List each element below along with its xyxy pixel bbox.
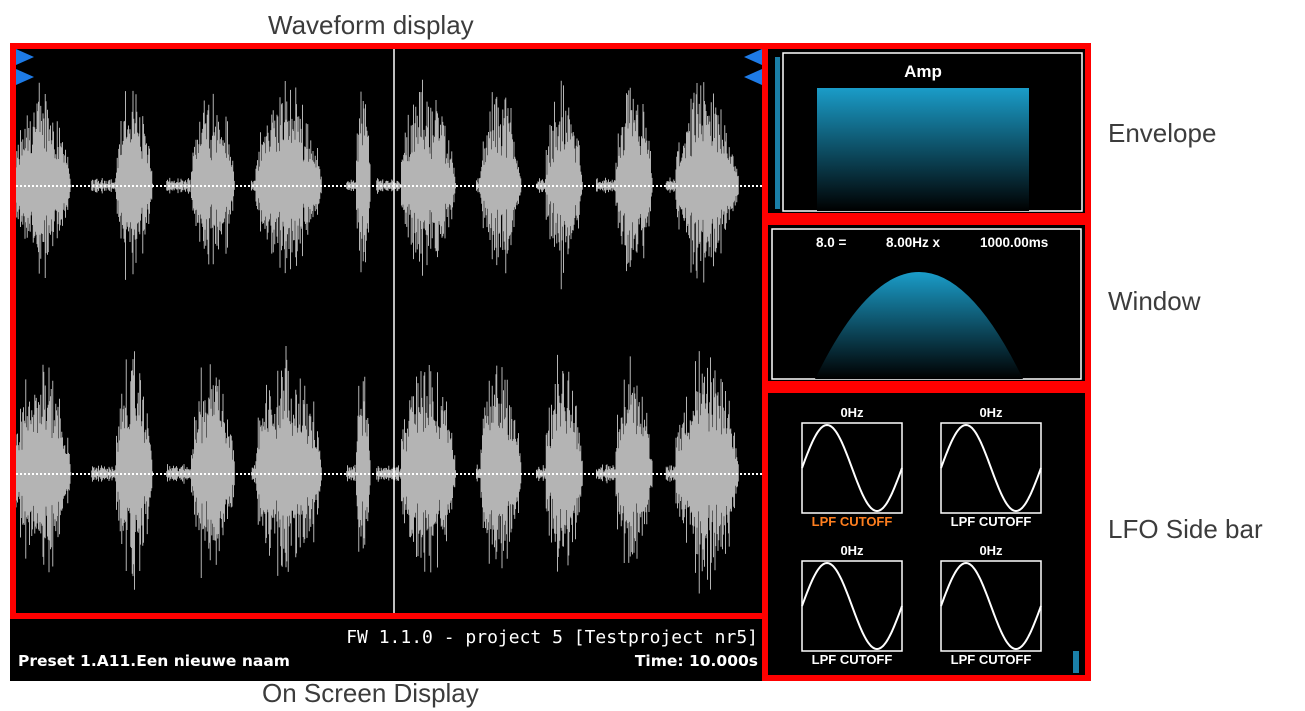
on-screen-display-annotation: On Screen Display: [262, 678, 479, 708]
lfo-highlight-box: [762, 387, 1091, 681]
time-readout: Time: 10.000s: [634, 652, 758, 670]
lfo-4-target: LPF CUTOFF: [951, 652, 1032, 667]
window-annotation: Window: [1108, 286, 1201, 316]
lfo-3[interactable]: 0Hz LPF CUTOFF: [801, 543, 903, 667]
envelope-highlight-box: [762, 43, 1091, 219]
waveform-display[interactable]: [15, 49, 762, 613]
window-frequency: 8.00Hz x: [886, 235, 941, 250]
envelope-scroll-indicator: [775, 57, 780, 209]
waveform-highlight-box: [10, 43, 768, 619]
lfo-1-target: LPF CUTOFF: [812, 514, 893, 529]
envelope-panel[interactable]: Amp: [768, 49, 1085, 213]
window-duration: 1000.00ms: [980, 235, 1048, 250]
lfo-1-rate: 0Hz: [840, 405, 864, 420]
lfo-3-waveform: [801, 561, 903, 651]
loop-start-marker-icon[interactable]: [16, 49, 34, 85]
window-svg: 8.0 = 8.00Hz x 1000.00ms: [771, 228, 1082, 380]
envelope-annotation: Envelope: [1108, 118, 1217, 148]
lfo-4-rate: 0Hz: [979, 543, 1003, 558]
lfo-side-bar-annotation: LFO Side bar: [1108, 514, 1263, 544]
amp-envelope-shape: [817, 88, 1029, 211]
lfo-svg: 0Hz LPF CUTOFF 0Hz LPF CUTOFF 0Hz LPF CU…: [801, 405, 1079, 673]
window-panel[interactable]: 8.0 = 8.00Hz x 1000.00ms: [768, 225, 1085, 381]
firmware-project-line: FW 1.1.0 - project 5 [Testproject nr5]: [346, 627, 758, 648]
waveform-display-annotation: Waveform display: [268, 10, 474, 40]
waveform-svg: [15, 49, 762, 613]
device-screen: FW 1.1.0 - project 5 [Testproject nr5] P…: [10, 43, 1091, 681]
lfo-2[interactable]: 0Hz LPF CUTOFF: [940, 405, 1042, 529]
lfo-3-rate: 0Hz: [840, 543, 864, 558]
lfo-1-waveform: [801, 423, 903, 513]
envelope-svg: Amp: [775, 52, 1083, 212]
lfo-2-rate: 0Hz: [979, 405, 1003, 420]
envelope-label: Amp: [904, 62, 942, 81]
lfo-3-target: LPF CUTOFF: [812, 652, 893, 667]
lfo-2-target: LPF CUTOFF: [951, 514, 1032, 529]
lfo-4[interactable]: 0Hz LPF CUTOFF: [940, 543, 1042, 667]
loop-end-marker-icon[interactable]: [744, 49, 762, 85]
lfo-2-waveform: [940, 423, 1042, 513]
window-shape: [815, 272, 1023, 379]
on-screen-display: FW 1.1.0 - project 5 [Testproject nr5] P…: [16, 625, 762, 675]
lfo-4-waveform: [940, 561, 1042, 651]
window-ratio: 8.0 =: [816, 235, 847, 250]
lfo-scroll-indicator: [1073, 651, 1079, 673]
lfo-1[interactable]: 0Hz LPF CUTOFF: [801, 405, 903, 529]
window-highlight-box: [762, 219, 1091, 387]
lfo-side-bar: 0Hz LPF CUTOFF 0Hz LPF CUTOFF 0Hz LPF CU…: [768, 393, 1085, 675]
preset-name: Preset 1.A11.Een nieuwe naam: [18, 652, 290, 670]
